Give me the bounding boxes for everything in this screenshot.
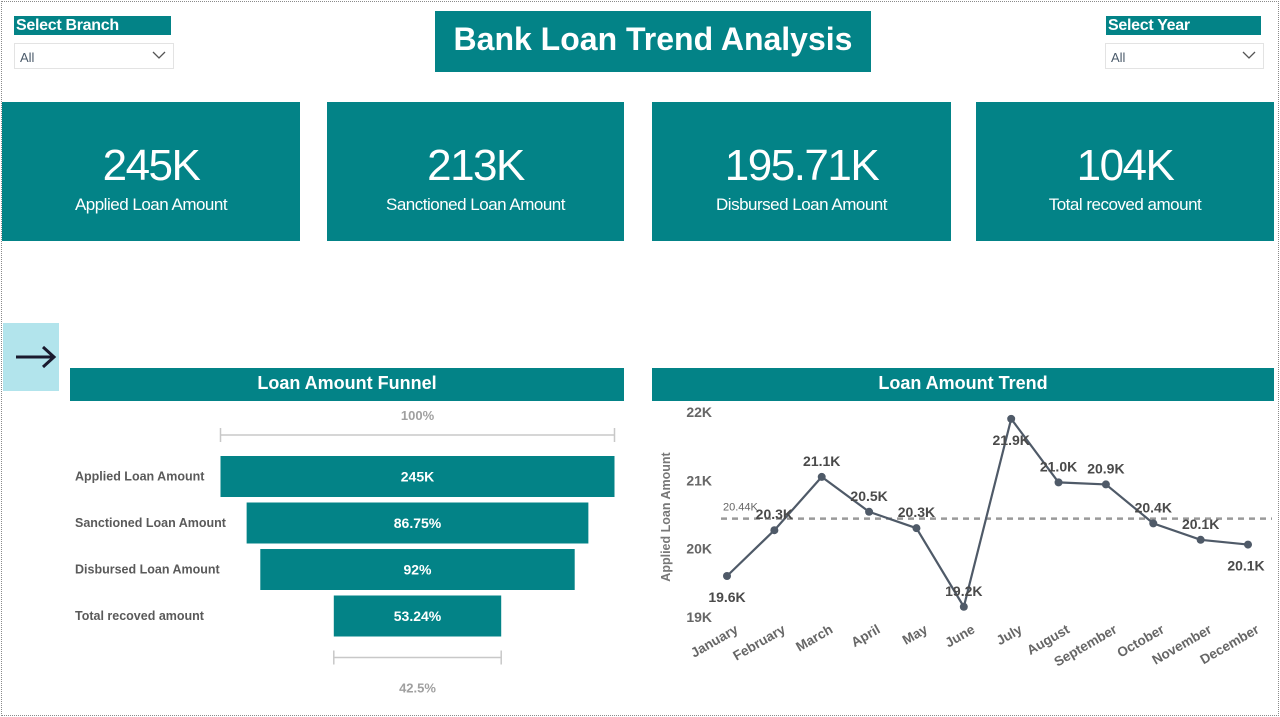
data-point xyxy=(817,472,826,481)
data-point xyxy=(770,526,779,535)
kpi-card-applied: 245K Applied Loan Amount xyxy=(2,102,300,241)
funnel-category-label: Disbursed Loan Amount xyxy=(75,563,221,577)
data-label: 19.2K xyxy=(945,583,982,599)
kpi-value: 104K xyxy=(1076,141,1175,190)
funnel-bar xyxy=(333,595,502,637)
funnel-title: Loan Amount Funnel xyxy=(70,368,624,401)
data-label: 20.3K xyxy=(898,504,935,520)
kpi-card-recovered: 104K Total recoved amount xyxy=(976,102,1274,241)
funnel-bottom-percent: 42.5% xyxy=(399,681,436,696)
data-label: 20.1K xyxy=(1227,558,1264,574)
x-tick-label: May xyxy=(900,621,931,647)
funnel-data-label: 86.75% xyxy=(394,515,442,531)
chevron-down-icon xyxy=(152,51,166,59)
trend-chart: Applied Loan Amount 19K 20K 21K 22K 20.44K 19.… xyxy=(659,404,1272,669)
data-point xyxy=(1054,478,1063,487)
kpi-card-disbursed: 195.71K Disbursed Loan Amount xyxy=(652,102,951,241)
arrow-right-icon xyxy=(16,345,57,369)
y-tick-label: 22K xyxy=(686,404,712,420)
page-title: Bank Loan Trend Analysis xyxy=(435,11,871,72)
x-tick-label: February xyxy=(730,621,788,663)
data-point xyxy=(1196,535,1205,544)
funnel-data-label: 245K xyxy=(401,469,434,485)
year-dropdown-value: All xyxy=(1111,50,1126,65)
x-tick-label: March xyxy=(793,622,835,655)
reference-line-label: 20.44K xyxy=(723,502,759,514)
funnel-data-label: 92% xyxy=(403,562,432,578)
y-tick-label: 21K xyxy=(686,472,712,488)
funnel-top-bracket xyxy=(219,428,616,442)
x-tick-label: June xyxy=(943,621,978,650)
year-slicer-label: Select Year xyxy=(1106,16,1261,35)
funnel-bar xyxy=(260,549,575,590)
data-point xyxy=(1007,414,1016,423)
x-tick-label: April xyxy=(848,622,882,650)
kpi-label: Applied Loan Amount xyxy=(74,195,228,214)
data-point xyxy=(865,507,874,516)
funnel-bottom-bracket xyxy=(333,650,502,665)
data-label: 20.5K xyxy=(850,488,887,504)
branch-dropdown-value: All xyxy=(20,50,35,65)
kpi-label: Total recoved amount xyxy=(1048,195,1202,214)
trend-title: Loan Amount Trend xyxy=(652,368,1274,401)
chevron-down-icon xyxy=(1242,51,1256,59)
data-label: 21.9K xyxy=(993,432,1030,448)
kpi-card-sanctioned: 213K Sanctioned Loan Amount xyxy=(327,102,624,241)
branch-dropdown[interactable]: All xyxy=(14,43,174,69)
data-label: 19.6K xyxy=(708,589,745,605)
data-point xyxy=(723,572,731,580)
data-label: 20.9K xyxy=(1087,460,1124,476)
data-point xyxy=(959,602,968,611)
data-label: 21.0K xyxy=(1040,458,1077,474)
funnel-category-label: Applied Loan Amount xyxy=(75,470,205,484)
data-point xyxy=(912,524,921,533)
kpi-label: Sanctioned Loan Amount xyxy=(386,195,565,214)
funnel-bar xyxy=(220,456,615,497)
x-tick-label: July xyxy=(994,621,1025,648)
y-axis-title: Applied Loan Amount xyxy=(659,451,673,581)
data-label: 20.3K xyxy=(756,506,793,522)
funnel-data-label: 53.24% xyxy=(394,608,442,624)
data-point xyxy=(1244,540,1252,549)
y-tick-label: 19K xyxy=(686,609,712,625)
navigate-next-button[interactable] xyxy=(3,323,59,391)
y-tick-label: 20K xyxy=(686,541,712,557)
kpi-value: 245K xyxy=(102,141,201,190)
funnel-category-label: Sanctioned Loan Amount xyxy=(75,516,227,530)
data-label: 20.1K xyxy=(1182,516,1219,532)
funnel-top-percent: 100% xyxy=(401,408,435,423)
kpi-value: 195.71K xyxy=(724,141,880,190)
data-label: 21.1K xyxy=(803,453,840,469)
data-label: 20.4K xyxy=(1135,499,1172,515)
branch-slicer-label: Select Branch xyxy=(14,16,171,35)
funnel-bar xyxy=(246,502,589,544)
funnel-category-label: Total recoved amount xyxy=(75,609,205,623)
data-point xyxy=(1149,519,1158,528)
series-line xyxy=(726,416,1249,610)
kpi-label: Disbursed Loan Amount xyxy=(716,195,887,214)
funnel-chart: 100% 245K Applied Loan Amount 86.75% Sanctio… xyxy=(75,408,616,696)
year-dropdown[interactable]: All xyxy=(1105,43,1264,69)
data-point xyxy=(1101,480,1110,489)
kpi-value: 213K xyxy=(427,141,525,190)
